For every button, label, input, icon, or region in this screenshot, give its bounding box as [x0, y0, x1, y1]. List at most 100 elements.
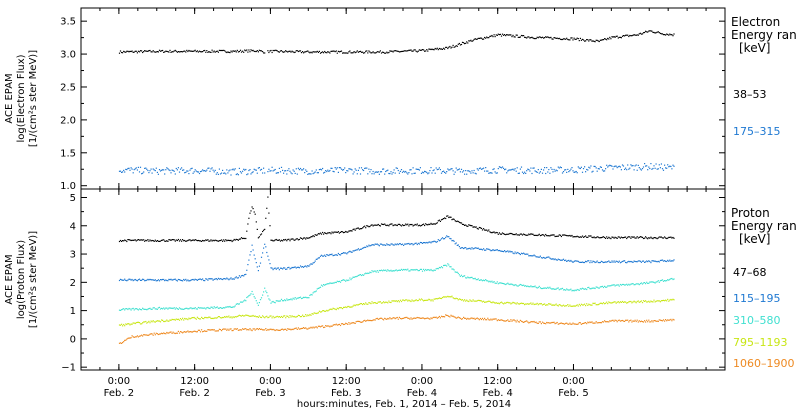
data-point: [579, 37, 581, 39]
data-point: [658, 300, 660, 302]
data-point: [370, 224, 372, 226]
data-point: [491, 172, 493, 174]
data-point: [634, 34, 636, 36]
data-point: [249, 294, 251, 296]
data-point: [259, 328, 262, 330]
data-point: [354, 52, 356, 54]
data-point: [566, 260, 568, 262]
data-point: [306, 170, 308, 172]
data-point: [304, 172, 306, 174]
data-point: [544, 235, 546, 237]
data-point: [646, 319, 648, 321]
data-point: [660, 319, 662, 322]
data-point: [484, 317, 486, 319]
data-point: [557, 166, 559, 168]
data-point: [485, 301, 487, 303]
data-point: [475, 317, 477, 320]
data-point: [592, 237, 594, 239]
legend-title: [keV]: [739, 232, 770, 246]
data-point: [514, 168, 516, 170]
data-point: [585, 305, 587, 307]
data-point: [165, 50, 167, 52]
data-point: [613, 166, 615, 168]
data-point: [642, 300, 645, 302]
data-point: [489, 319, 491, 321]
data-point: [273, 240, 275, 242]
data-point: [356, 320, 358, 322]
data-point: [174, 173, 176, 175]
data-point: [193, 171, 195, 173]
data-point: [626, 319, 628, 321]
data-point: [469, 299, 471, 301]
data-point: [331, 253, 333, 255]
data-point: [461, 41, 464, 43]
data-point: [602, 170, 605, 172]
data-point: [388, 270, 390, 272]
data-point: [338, 232, 340, 234]
data-point: [253, 315, 255, 317]
data-point: [599, 286, 601, 288]
data-point: [222, 278, 224, 281]
data-point: [223, 172, 225, 174]
data-point: [530, 321, 532, 323]
data-point: [553, 304, 555, 306]
data-point: [247, 173, 249, 175]
data-point: [584, 166, 586, 168]
data-point: [228, 279, 230, 281]
data-point: [644, 237, 646, 239]
data-point: [166, 167, 168, 169]
data-point: [509, 169, 511, 171]
data-point: [649, 321, 651, 323]
data-point: [604, 285, 606, 287]
data-point: [307, 173, 309, 175]
data-point: [383, 269, 385, 271]
data-point: [289, 240, 291, 242]
data-point: [210, 329, 212, 331]
data-point: [191, 317, 193, 319]
data-point: [335, 50, 337, 52]
data-point: [648, 319, 650, 321]
data-point: [615, 260, 617, 262]
data-point: [376, 243, 378, 245]
data-point: [204, 49, 206, 52]
data-point: [501, 282, 504, 284]
data-point: [349, 230, 351, 232]
data-point: [183, 308, 185, 310]
data-point: [363, 52, 365, 54]
data-point: [149, 49, 151, 52]
data-point: [213, 278, 215, 280]
data-point: [173, 50, 175, 52]
data-point: [570, 168, 572, 170]
data-point: [432, 170, 434, 172]
data-point: [495, 172, 497, 174]
data-point: [188, 317, 190, 319]
data-point: [244, 274, 246, 276]
data-point: [211, 240, 213, 242]
data-point: [206, 169, 208, 171]
data-point: [572, 322, 574, 324]
data-point: [313, 51, 315, 53]
data-point: [183, 169, 185, 171]
data-point: [480, 37, 483, 39]
data-point: [457, 299, 459, 301]
data-point: [149, 239, 151, 241]
data-point: [644, 31, 646, 34]
data-point: [626, 283, 628, 285]
data-point: [332, 50, 334, 52]
data-point: [612, 36, 614, 38]
data-point: [307, 50, 309, 52]
data-point: [543, 303, 545, 305]
data-point: [635, 164, 637, 166]
data-point: [484, 36, 486, 39]
data-point: [483, 319, 485, 321]
data-point: [258, 302, 260, 304]
data-point: [481, 229, 484, 231]
data-point: [315, 169, 317, 171]
data-point: [142, 239, 144, 241]
data-point: [648, 260, 650, 262]
data-point: [333, 324, 335, 326]
data-point: [152, 168, 154, 170]
data-point: [435, 298, 437, 300]
data-point: [514, 251, 516, 253]
data-point: [429, 269, 431, 272]
